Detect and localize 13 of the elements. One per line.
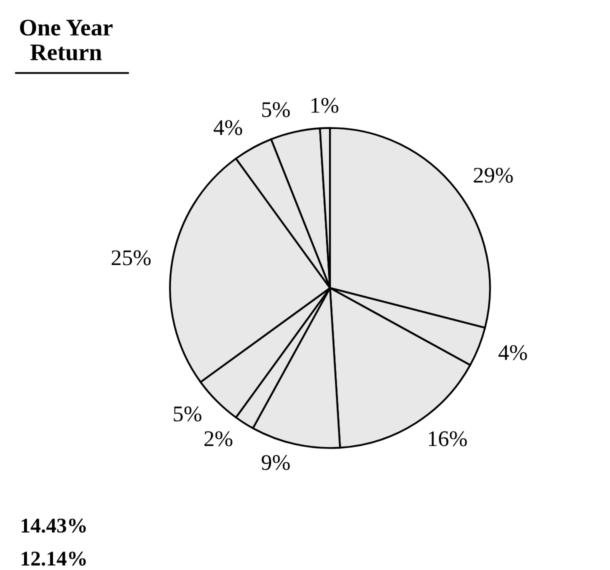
data-label: 1% — [311, 98, 338, 113]
data-label: 5% — [262, 102, 290, 118]
data-label: 5% — [174, 406, 202, 422]
data-label: 2% — [204, 431, 232, 446]
text: 12.14% — [22, 552, 86, 566]
chart-title: One Year Return — [20, 20, 113, 60]
data-label: 9% — [262, 455, 290, 470]
data-label: 4% — [498, 345, 527, 360]
data-label: 16% — [428, 431, 467, 446]
data-label: 4% — [214, 120, 242, 136]
text: 14.43% — [22, 518, 86, 533]
data-label: 29% — [474, 168, 513, 183]
data-label: 25% — [112, 250, 151, 266]
